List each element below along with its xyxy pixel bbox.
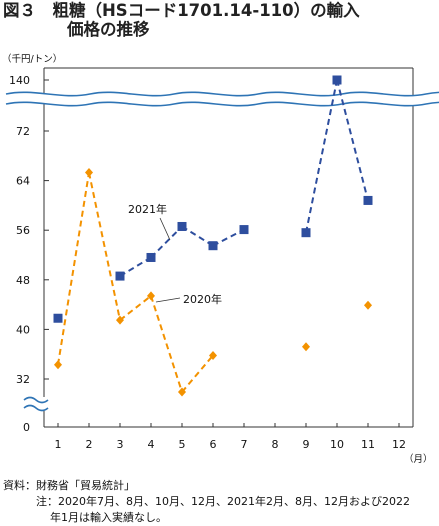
series-0-segment [181, 354, 214, 393]
y-tick-label: 72 [16, 125, 30, 138]
series-1-segment [181, 225, 214, 247]
figure-footer: 資料：財務省「貿易統計」 注：2020年7月、8月、10月、12月、2021年2… [3, 478, 437, 526]
y-axis-label: （千円/トン） [2, 53, 62, 65]
series-0-segment [119, 295, 152, 321]
bottom-break-gap [26, 397, 50, 410]
bottom-break-wave-upper [23, 396, 49, 404]
note-line-1: 注：2020年7月、8月、10月、12月、2021年2月、8月、12月および20… [36, 495, 410, 508]
series-0-point [54, 360, 62, 370]
figure-title-line1: 図３ 粗糖（HSコード1701.14-110）の輸入 [3, 1, 360, 20]
series-0-point [178, 387, 186, 397]
series-1-point [363, 195, 373, 205]
y-tick-label: 140 [9, 74, 30, 87]
y-tick-label: 48 [16, 274, 30, 287]
x-tick-label: 12 [392, 438, 406, 451]
x-tick-label: 5 [179, 438, 186, 451]
series-0-point [209, 350, 217, 360]
series-1-point [332, 75, 342, 85]
x-tick-label: 3 [117, 438, 124, 451]
x-tick-label: 2 [86, 438, 93, 451]
series-1-point [146, 252, 156, 262]
x-tick-label: 1 [55, 438, 62, 451]
series-1-point [239, 225, 249, 235]
figure-title-line2: 価格の推移 [67, 20, 150, 39]
series-1-segment [305, 79, 338, 233]
chart-axes [43, 67, 414, 428]
series-0-point [302, 342, 310, 352]
x-axis-label: （月） [404, 453, 433, 465]
series-0-segment [150, 295, 183, 393]
series-0-point [116, 315, 124, 325]
series-0-segment [57, 172, 90, 365]
series-1-point [115, 271, 125, 281]
series-label-2021: 2021年 [128, 202, 167, 216]
y-tick-label: 56 [16, 224, 30, 237]
series-label-2020: 2020年 [183, 292, 222, 306]
figure-title: 図３ 粗糖（HSコード1701.14-110）の輸入 価格の推移 [3, 1, 437, 39]
x-tick-label: 6 [210, 438, 217, 451]
chart-series [53, 75, 373, 397]
x-tick-label: 9 [303, 438, 310, 451]
y-tick-label: 64 [16, 175, 30, 188]
series-1-segment [336, 79, 369, 201]
x-tick-label: 4 [148, 438, 155, 451]
series-1-segment [212, 228, 245, 247]
axis-break-marks [5, 91, 439, 412]
series-1-point [177, 221, 187, 231]
y-tick-label: 32 [16, 373, 30, 386]
x-tick-label: 11 [361, 438, 375, 451]
series-1-segment [119, 256, 152, 277]
series-0-point [364, 300, 372, 310]
top-break-wave-upper [5, 91, 439, 97]
x-tick-label: 10 [330, 438, 344, 451]
x-tick-label: 7 [241, 438, 248, 451]
source-note: 資料：財務省「貿易統計」 [3, 479, 135, 492]
series-0-point [147, 291, 155, 301]
series-1-segment [150, 225, 183, 259]
series-label-2020-leader [155, 297, 181, 303]
bottom-break-wave-lower [23, 404, 49, 412]
note-line-2: 年1月は輸入実績なし。 [50, 511, 167, 524]
y-tick-label: 0 [23, 421, 30, 434]
series-1-point [53, 313, 63, 323]
series-label-2021-leader [159, 217, 171, 241]
x-tick-label: 8 [272, 438, 279, 451]
series-0-segment [88, 172, 121, 321]
series-1-point [208, 241, 218, 251]
series-1-point [301, 228, 311, 238]
series-0-point [85, 168, 93, 178]
top-break-wave-lower [5, 101, 439, 107]
y-tick-label: 40 [16, 323, 30, 336]
